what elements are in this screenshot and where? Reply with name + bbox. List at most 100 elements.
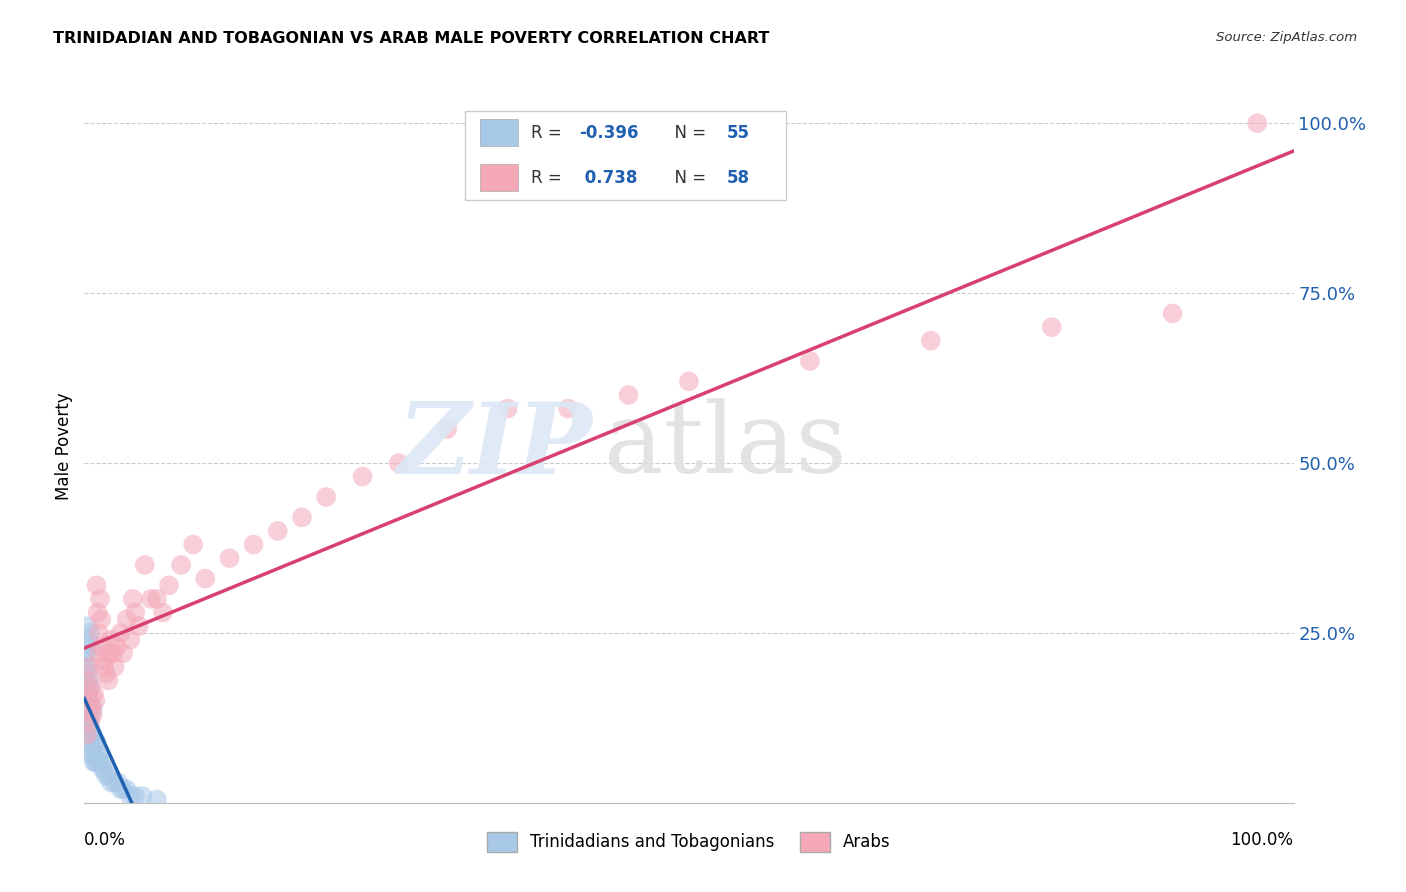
Point	[90, 612, 112, 626]
Point	[80, 640, 103, 654]
Point	[79, 680, 101, 694]
Point	[1040, 320, 1063, 334]
Point	[83, 687, 105, 701]
Point	[146, 792, 169, 806]
Point	[105, 640, 128, 654]
Point	[920, 334, 942, 348]
Point	[77, 687, 100, 701]
Point	[87, 646, 110, 660]
Point	[80, 748, 103, 763]
Point	[80, 707, 103, 722]
Point	[194, 572, 217, 586]
Text: 0.0%: 0.0%	[84, 831, 127, 849]
Text: 58: 58	[727, 169, 749, 186]
Point	[77, 673, 100, 688]
Point	[77, 660, 100, 674]
Point	[436, 422, 458, 436]
Point	[84, 694, 107, 708]
Point	[678, 375, 700, 389]
Point	[91, 640, 114, 654]
Point	[799, 354, 821, 368]
Text: -0.396: -0.396	[579, 124, 638, 142]
Point	[80, 728, 103, 742]
Point	[75, 673, 97, 688]
Point	[120, 632, 142, 647]
Point	[84, 755, 107, 769]
Point	[107, 775, 129, 789]
Point	[79, 721, 101, 735]
Text: 100.0%: 100.0%	[1230, 831, 1294, 849]
Point	[76, 680, 98, 694]
Point	[1161, 306, 1184, 320]
Point	[128, 619, 150, 633]
Bar	[479, 120, 519, 146]
Point	[291, 510, 314, 524]
Point	[93, 762, 115, 776]
Point	[115, 612, 138, 626]
Point	[388, 456, 411, 470]
Point	[100, 775, 122, 789]
Point	[77, 714, 100, 729]
Point	[104, 660, 127, 674]
Text: N =: N =	[664, 169, 711, 186]
Point	[139, 591, 162, 606]
Point	[79, 741, 101, 756]
Point	[124, 606, 146, 620]
Text: 0.738: 0.738	[579, 169, 637, 186]
Point	[93, 660, 115, 674]
Point	[1246, 116, 1268, 130]
Point	[86, 748, 108, 763]
Point	[557, 401, 579, 416]
Point	[100, 632, 122, 647]
Point	[75, 646, 97, 660]
Point	[77, 673, 100, 688]
Point	[104, 775, 127, 789]
Point	[82, 728, 104, 742]
Point	[131, 789, 153, 803]
Point	[103, 646, 125, 660]
Point	[110, 782, 132, 797]
Point	[76, 728, 98, 742]
Point	[121, 591, 143, 606]
Point	[97, 673, 120, 688]
Text: 55: 55	[727, 124, 749, 142]
Point	[87, 748, 110, 763]
Point	[146, 591, 169, 606]
Point	[218, 551, 240, 566]
Point	[83, 734, 105, 748]
Legend: Trinidadians and Tobagonians, Arabs: Trinidadians and Tobagonians, Arabs	[481, 825, 897, 859]
Point	[77, 734, 100, 748]
Point	[79, 626, 101, 640]
Point	[89, 591, 111, 606]
Text: ZIP: ZIP	[398, 398, 592, 494]
Point	[134, 558, 156, 572]
Text: R =: R =	[530, 169, 567, 186]
Point	[242, 537, 264, 551]
Point	[110, 626, 132, 640]
Point	[82, 700, 104, 714]
Point	[86, 578, 108, 592]
Point	[170, 558, 193, 572]
Point	[617, 388, 640, 402]
Point	[86, 734, 108, 748]
Point	[83, 755, 105, 769]
Point	[97, 769, 120, 783]
Point	[89, 755, 111, 769]
Point	[112, 646, 135, 660]
Point	[75, 700, 97, 714]
Point	[77, 632, 100, 647]
Point	[87, 626, 110, 640]
Point	[86, 755, 108, 769]
Point	[181, 537, 204, 551]
Point	[94, 653, 117, 667]
Point	[86, 606, 108, 620]
Point	[496, 401, 519, 416]
Point	[82, 707, 104, 722]
Point	[120, 789, 142, 803]
Point	[77, 660, 100, 674]
Point	[98, 646, 121, 660]
Text: N =: N =	[664, 124, 711, 142]
Text: Source: ZipAtlas.com: Source: ZipAtlas.com	[1216, 31, 1357, 45]
Point	[79, 714, 101, 729]
Point	[112, 782, 135, 797]
